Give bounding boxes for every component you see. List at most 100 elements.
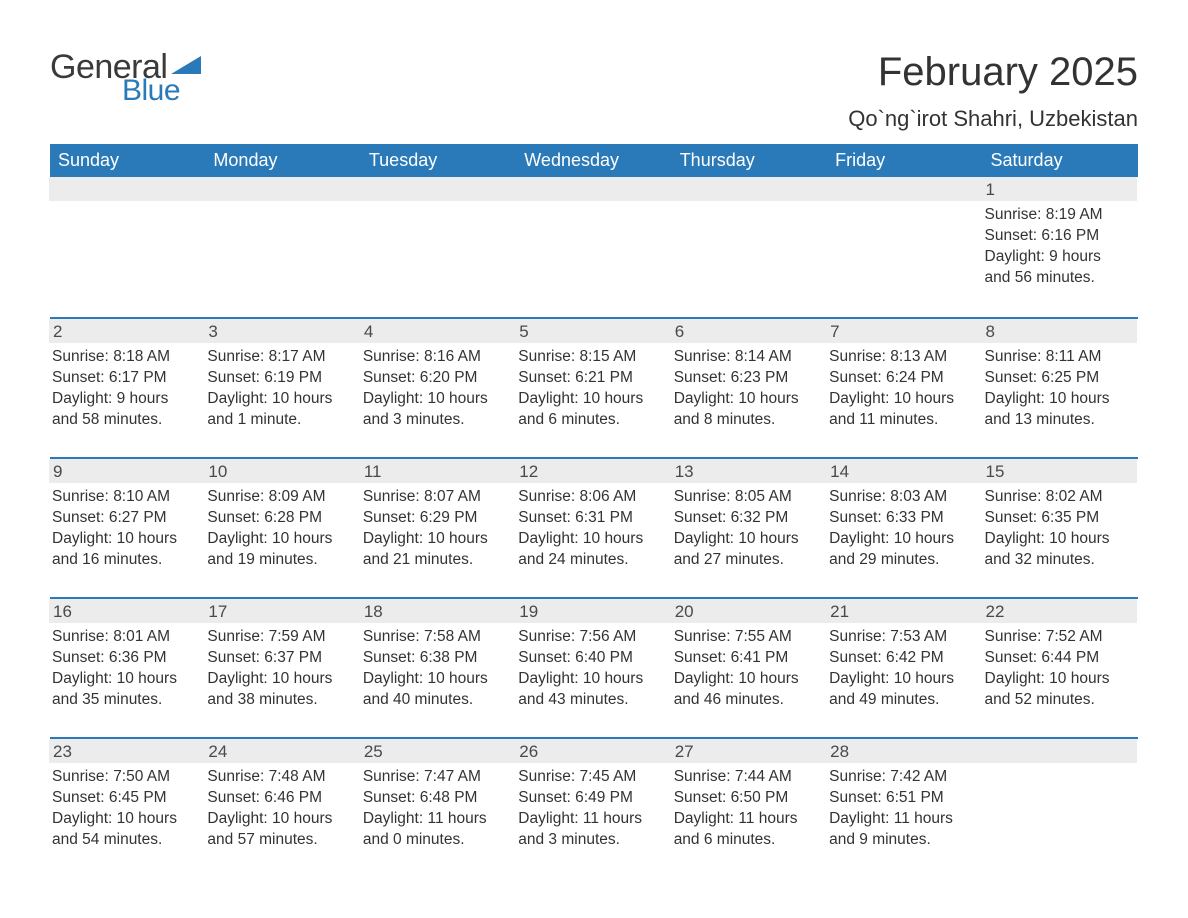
sunrise-line: Sunrise: 7:50 AM: [52, 767, 195, 788]
sunset-label: Sunset:: [829, 649, 882, 666]
sunrise-value: 8:03 AM: [890, 488, 947, 505]
sunset-line: Sunset: 6:51 PM: [829, 788, 972, 809]
sunrise-label: Sunrise:: [207, 768, 264, 785]
sunrise-value: 8:14 AM: [735, 348, 792, 365]
sunset-value: 6:38 PM: [420, 649, 478, 666]
sunrise-label: Sunrise:: [52, 628, 109, 645]
day-cell: 4Sunrise: 8:16 AMSunset: 6:20 PMDaylight…: [361, 319, 516, 435]
days-of-week-header: SundayMondayTuesdayWednesdayThursdayFrid…: [50, 144, 1138, 177]
sunrise-value: 7:44 AM: [735, 768, 792, 785]
sunset-value: 6:32 PM: [731, 509, 789, 526]
daylight-line: Daylight: 10 hours and 8 minutes.: [674, 389, 817, 431]
sunset-line: Sunset: 6:50 PM: [674, 788, 817, 809]
daylight-line: Daylight: 11 hours and 0 minutes.: [363, 809, 506, 851]
sunset-value: 6:46 PM: [264, 789, 322, 806]
day-cell: [516, 177, 671, 295]
sunset-value: 6:21 PM: [575, 369, 633, 386]
sunrise-label: Sunrise:: [829, 628, 886, 645]
sunset-label: Sunset:: [207, 789, 260, 806]
day-cell: 26Sunrise: 7:45 AMSunset: 6:49 PMDayligh…: [516, 739, 671, 855]
sunset-line: Sunset: 6:29 PM: [363, 508, 506, 529]
month-title: February 2025: [848, 50, 1138, 94]
sunrise-line: Sunrise: 8:10 AM: [52, 487, 195, 508]
sunrise-line: Sunrise: 7:52 AM: [985, 627, 1128, 648]
day-cell: 1Sunrise: 8:19 AMSunset: 6:16 PMDaylight…: [983, 177, 1138, 295]
sunset-line: Sunset: 6:38 PM: [363, 648, 506, 669]
daylight-line: Daylight: 10 hours and 40 minutes.: [363, 669, 506, 711]
day-body: Sunrise: 7:53 AMSunset: 6:42 PMDaylight:…: [827, 627, 976, 711]
sunrise-label: Sunrise:: [518, 768, 575, 785]
sunset-value: 6:36 PM: [109, 649, 167, 666]
sunset-label: Sunset:: [985, 369, 1038, 386]
daylight-line: Daylight: 10 hours and 32 minutes.: [985, 529, 1128, 571]
sunset-line: Sunset: 6:37 PM: [207, 648, 350, 669]
sunrise-label: Sunrise:: [674, 628, 731, 645]
day-body: Sunrise: 7:47 AMSunset: 6:48 PMDaylight:…: [361, 767, 510, 851]
day-body: Sunrise: 8:01 AMSunset: 6:36 PMDaylight:…: [50, 627, 199, 711]
day-cell: 13Sunrise: 8:05 AMSunset: 6:32 PMDayligh…: [672, 459, 827, 575]
sunrise-label: Sunrise:: [363, 348, 420, 365]
daylight-line: Daylight: 9 hours and 58 minutes.: [52, 389, 195, 431]
sunset-label: Sunset:: [985, 649, 1038, 666]
day-body: Sunrise: 8:18 AMSunset: 6:17 PMDaylight:…: [50, 347, 199, 431]
sunset-value: 6:27 PM: [109, 509, 167, 526]
day-cell: [672, 177, 827, 295]
sunset-value: 6:42 PM: [886, 649, 944, 666]
sunset-line: Sunset: 6:35 PM: [985, 508, 1128, 529]
sunset-line: Sunset: 6:42 PM: [829, 648, 972, 669]
daylight-label: Daylight:: [363, 670, 423, 687]
sunset-line: Sunset: 6:49 PM: [518, 788, 661, 809]
sunrise-label: Sunrise:: [985, 348, 1042, 365]
day-number: 11: [360, 459, 515, 483]
day-cell: 7Sunrise: 8:13 AMSunset: 6:24 PMDaylight…: [827, 319, 982, 435]
day-cell: 25 Sunrise: 7:47 AMSunset: 6:48 PMDayligh…: [361, 739, 516, 855]
sunset-label: Sunset:: [674, 509, 727, 526]
daylight-label: Daylight:: [674, 390, 734, 407]
day-body: Sunrise: 8:05 AMSunset: 6:32 PMDaylight:…: [672, 487, 821, 571]
sunset-value: 6:50 PM: [731, 789, 789, 806]
sunrise-line: Sunrise: 8:15 AM: [518, 347, 661, 368]
sunrise-line: Sunrise: 8:14 AM: [674, 347, 817, 368]
dow-saturday: Saturday: [983, 144, 1138, 177]
daylight-label: Daylight:: [363, 530, 423, 547]
week-row: 23Sunrise: 7:50 AMSunset: 6:45 PMDayligh…: [50, 737, 1138, 855]
logo: General Blue: [50, 50, 201, 106]
header: General Blue February 2025 Qo`ng`irot Sh…: [50, 50, 1138, 132]
day-body: Sunrise: 7:48 AMSunset: 6:46 PMDaylight:…: [205, 767, 354, 851]
day-number: 7: [826, 319, 981, 343]
daylight-line: Daylight: 10 hours and 54 minutes.: [52, 809, 195, 851]
day-body: Sunrise: 7:58 AM Sunset: 6:38 PMDaylight:…: [361, 627, 510, 711]
sunset-label: Sunset:: [985, 227, 1038, 244]
sunrise-value: 7:47 AM: [424, 768, 481, 785]
sunset-line: Sunset: 6:25 PM: [985, 368, 1128, 389]
sunset-value: 6:49 PM: [575, 789, 633, 806]
day-number: [515, 177, 670, 201]
day-body: Sunrise: 8:11 AMSunset: 6:25 PMDaylight:…: [983, 347, 1132, 431]
sunset-line: Sunset: 6:41 PM: [674, 648, 817, 669]
sunset-line: Sunset: 6:24 PM: [829, 368, 972, 389]
sunrise-label: Sunrise:: [363, 628, 420, 645]
dow-friday: Friday: [827, 144, 982, 177]
sunrise-line: Sunrise: 8:07 AM: [363, 487, 506, 508]
sunset-label: Sunset:: [207, 369, 260, 386]
sunrise-value: 7:58 AM: [424, 628, 481, 645]
daylight-label: Daylight:: [518, 530, 578, 547]
sunrise-line: Sunrise: 8:01 AM: [52, 627, 195, 648]
daylight-line: Daylight: 11 hours and 9 minutes.: [829, 809, 972, 851]
day-number: [982, 739, 1137, 763]
day-cell: 24Sunrise: 7:48 AMSunset: 6:46 PMDayligh…: [205, 739, 360, 855]
daylight-label: Daylight:: [985, 670, 1045, 687]
sunrise-value: 8:16 AM: [424, 348, 481, 365]
day-cell: 11 Sunrise: 8:07 AMSunset: 6:29 PMDayligh…: [361, 459, 516, 575]
day-number: 25: [360, 739, 515, 763]
sunrise-label: Sunrise:: [207, 628, 264, 645]
daylight-label: Daylight:: [829, 530, 889, 547]
daylight-line: Daylight: 10 hours and 1 minute.: [207, 389, 350, 431]
sunrise-line: Sunrise: 7:47 AM: [363, 767, 506, 788]
day-number: 2: [49, 319, 204, 343]
sunrise-label: Sunrise:: [207, 488, 264, 505]
day-number: 22: [982, 599, 1137, 623]
sunset-value: 6:23 PM: [731, 369, 789, 386]
day-number: [826, 177, 981, 201]
sunrise-line: Sunrise: 8:02 AM: [985, 487, 1128, 508]
